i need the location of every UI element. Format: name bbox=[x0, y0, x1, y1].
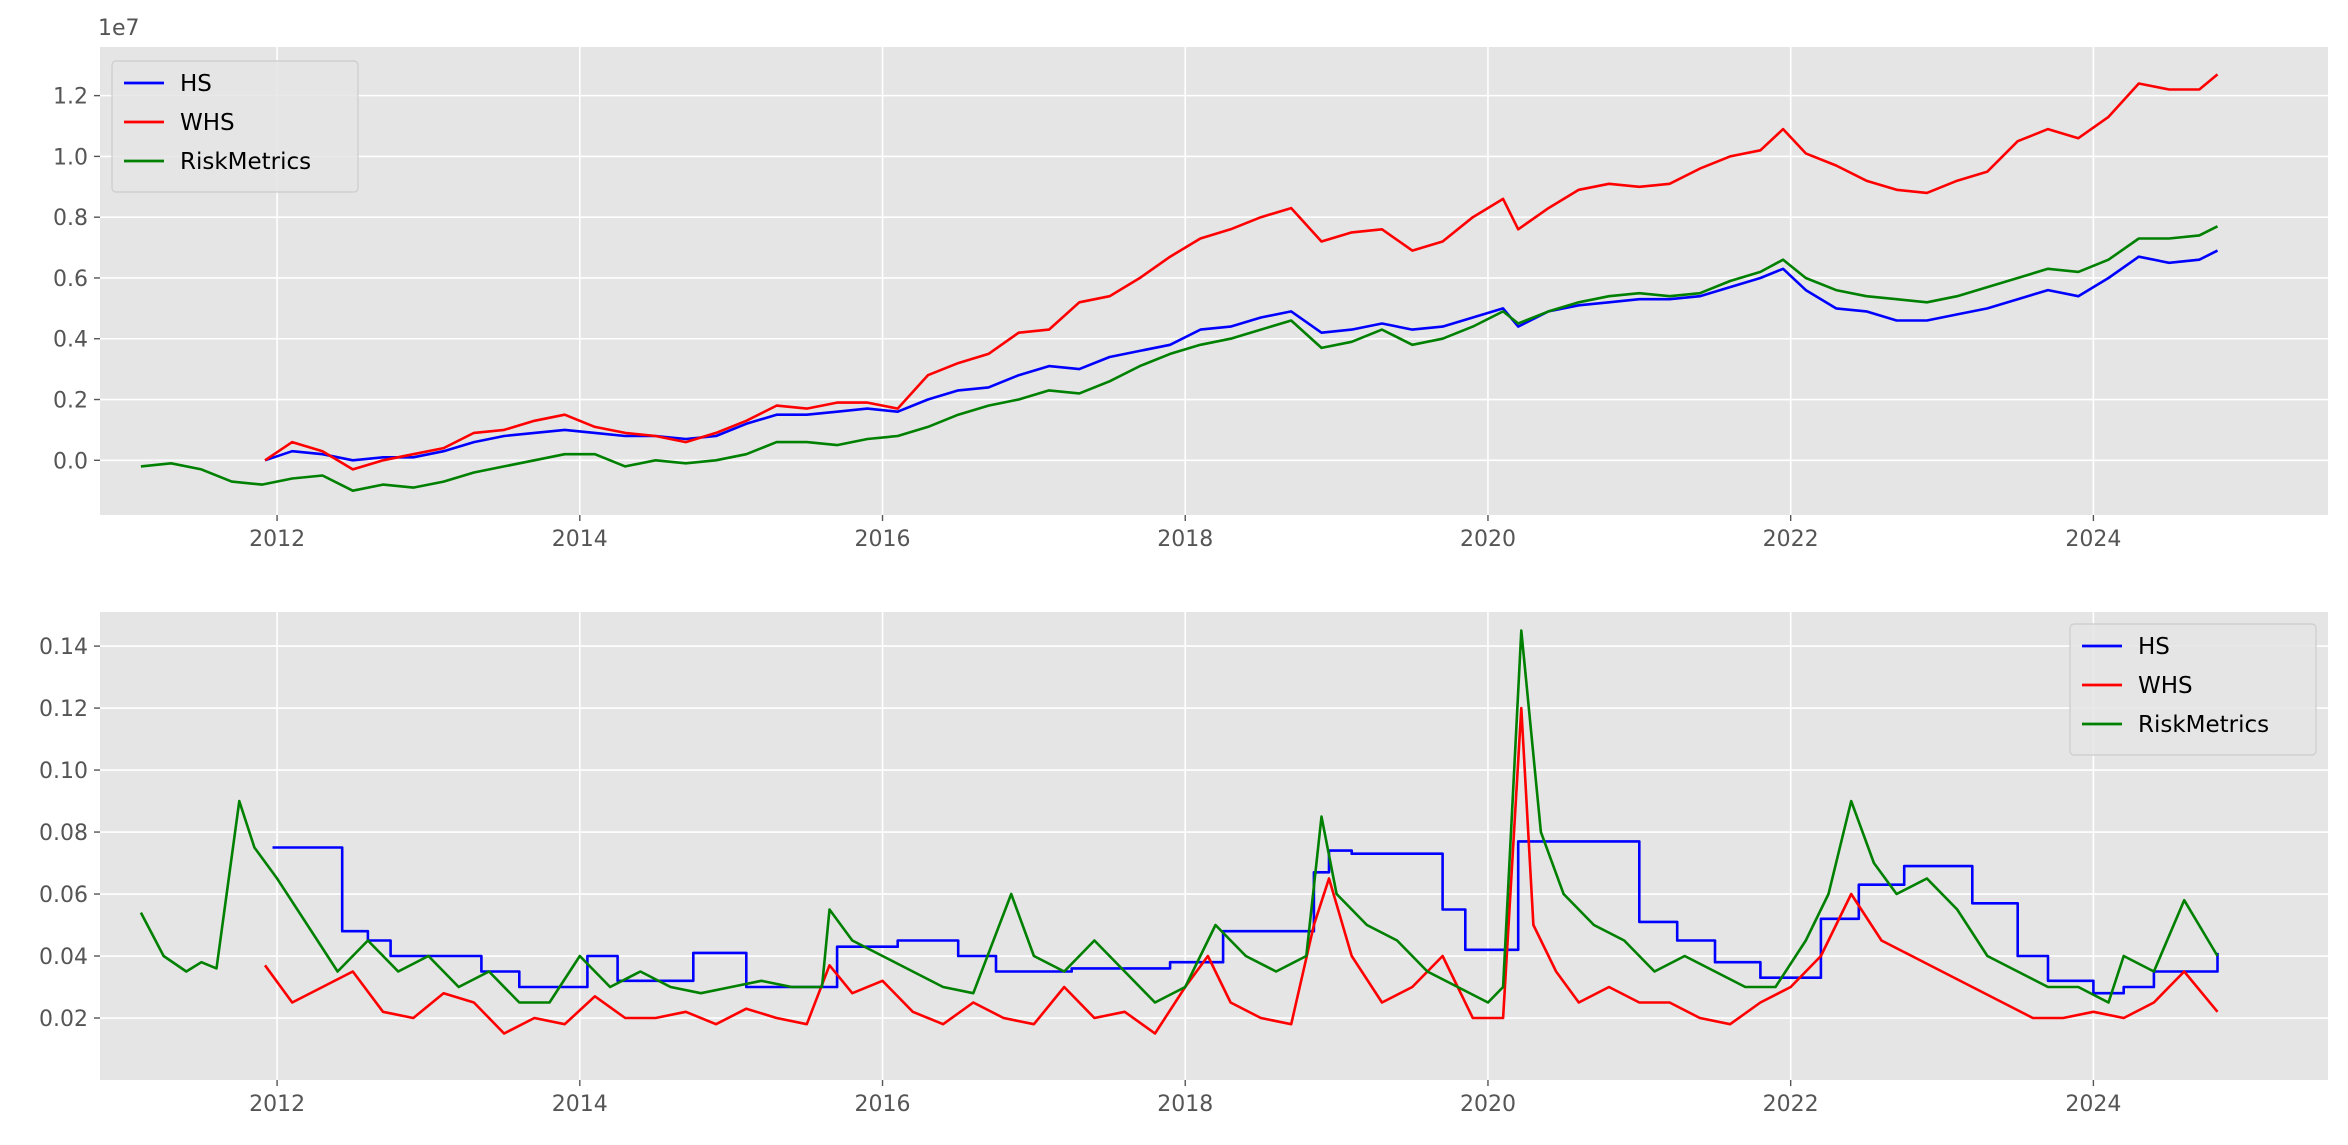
top-x-tick-label: 2012 bbox=[249, 527, 305, 552]
top-series-line-whs bbox=[264, 73, 2219, 471]
top-y-tick-label: 0.8 bbox=[53, 206, 88, 231]
bottom-chart-panel: 2012 2014 2016 2018 2020 2022 2024 0.02 0.04 0.06… bbox=[39, 612, 2328, 1117]
top-y-offset-label: 1e7 bbox=[98, 16, 140, 41]
top-legend-frame bbox=[111, 60, 359, 193]
bottom-y-tick-label: 0.10 bbox=[39, 759, 88, 784]
bottom-x-tick-label: 2018 bbox=[1157, 1092, 1213, 1117]
top-x-tick-label: 2020 bbox=[1460, 527, 1516, 552]
top-x-tick-label: 2022 bbox=[1763, 527, 1819, 552]
top-series-line-hs bbox=[264, 249, 2219, 462]
top-x-tick-label: 2024 bbox=[2065, 527, 2121, 552]
bottom-series-line-whs bbox=[263, 706, 2219, 1035]
bottom-y-tick-label: 0.14 bbox=[39, 635, 88, 660]
bottom-legend-label: HS bbox=[2138, 634, 2170, 660]
bottom-x-tick-label: 2022 bbox=[1763, 1092, 1819, 1117]
top-legend-label: WHS bbox=[180, 110, 235, 136]
top-legend-label: RiskMetrics bbox=[180, 149, 311, 175]
top-legend: HS WHS RiskMetrics bbox=[111, 60, 359, 193]
bottom-legend-frame bbox=[2069, 623, 2317, 756]
bottom-series-line-riskmetrics bbox=[139, 629, 2219, 1004]
top-grid bbox=[100, 47, 2328, 515]
bottom-grid bbox=[100, 612, 2328, 1080]
bottom-x-tick-label: 2012 bbox=[249, 1092, 305, 1117]
bottom-legend: HS WHS RiskMetrics bbox=[2069, 623, 2317, 756]
top-x-tick-label: 2018 bbox=[1157, 527, 1213, 552]
bottom-legend-label: WHS bbox=[2138, 673, 2193, 699]
bottom-x-tick-label: 2020 bbox=[1460, 1092, 1516, 1117]
bottom-y-tick-label: 0.04 bbox=[39, 945, 88, 970]
bottom-y-tick-label: 0.12 bbox=[39, 697, 88, 722]
top-chart-panel: 2012 2014 2016 2018 2020 2022 2024 0.0 0.2 0.4 0.6… bbox=[53, 16, 2328, 552]
bottom-y-tick-label: 0.08 bbox=[39, 821, 88, 846]
top-y-tick-label: 0.2 bbox=[53, 389, 88, 414]
top-x-tick-label: 2014 bbox=[552, 527, 608, 552]
top-x-tick-label: 2016 bbox=[855, 527, 911, 552]
top-plot-background bbox=[100, 47, 2328, 515]
top-y-tick-label: 0.0 bbox=[53, 449, 88, 474]
top-legend-label: HS bbox=[180, 71, 212, 97]
top-y-tick-label: 1.2 bbox=[53, 85, 88, 110]
bottom-x-tick-label: 2014 bbox=[552, 1092, 608, 1117]
bottom-x-tick-label: 2016 bbox=[855, 1092, 911, 1117]
top-y-tick-label: 0.4 bbox=[53, 328, 88, 353]
bottom-y-tick-label: 0.06 bbox=[39, 883, 88, 908]
top-y-tick-label: 0.6 bbox=[53, 267, 88, 292]
bottom-y-tick-label: 0.02 bbox=[39, 1007, 88, 1032]
bottom-plot-background bbox=[100, 612, 2328, 1080]
top-y-tick-label: 1.0 bbox=[53, 145, 88, 170]
bottom-x-tick-label: 2024 bbox=[2065, 1092, 2121, 1117]
top-series-line-riskmetrics bbox=[140, 225, 2219, 493]
bottom-legend-label: RiskMetrics bbox=[2138, 712, 2269, 738]
